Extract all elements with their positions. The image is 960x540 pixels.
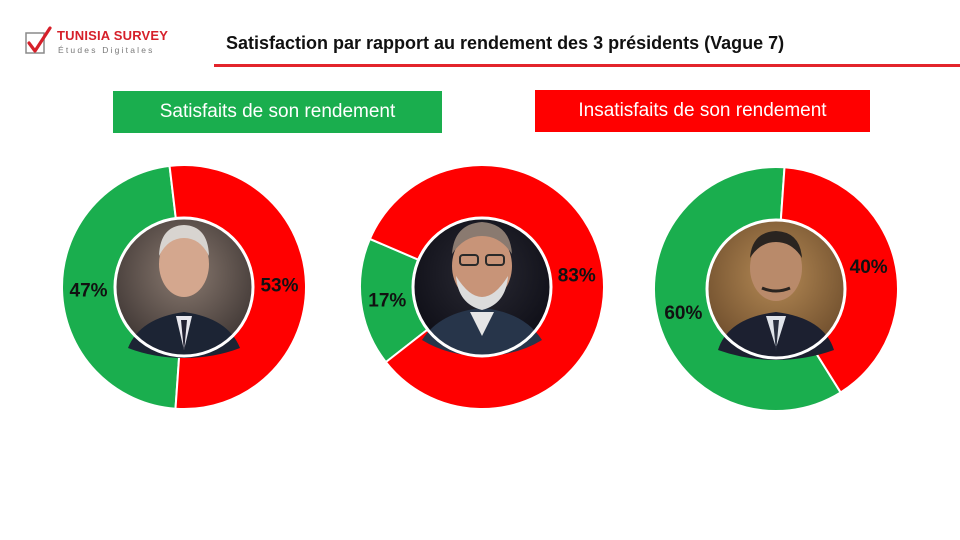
logo: TUNISIA SURVEY Études Digitales: [24, 26, 194, 60]
donut-2-label-satisfied: 17%: [368, 290, 406, 311]
page-title: Satisfaction par rapport au rendement de…: [226, 33, 785, 53]
portrait-ring-2: [411, 216, 553, 358]
donut-1-label-unsatisfied: 53%: [260, 276, 298, 297]
donut-2-label-unsatisfied: 83%: [558, 266, 596, 287]
logo-tagline: Études Digitales: [58, 45, 155, 55]
logo-name: TUNISIA SURVEY: [57, 28, 169, 43]
checkmark-logo-icon: [25, 26, 52, 54]
title-divider: [214, 64, 960, 67]
legend-unsatisfied: Insatisfaits de son rendement: [535, 90, 870, 132]
donut-1-label-satisfied: 47%: [70, 280, 108, 301]
portrait-1: [115, 218, 253, 358]
portrait-3: [707, 220, 845, 360]
portrait-ring-3: [705, 218, 847, 360]
portrait-ring-1: [113, 216, 255, 358]
portrait-2: [413, 218, 551, 356]
donut-3-label-satisfied: 60%: [664, 303, 702, 324]
donut-3-label-unsatisfied: 40%: [850, 257, 888, 278]
legend-satisfied: Satisfaits de son rendement: [113, 91, 442, 133]
